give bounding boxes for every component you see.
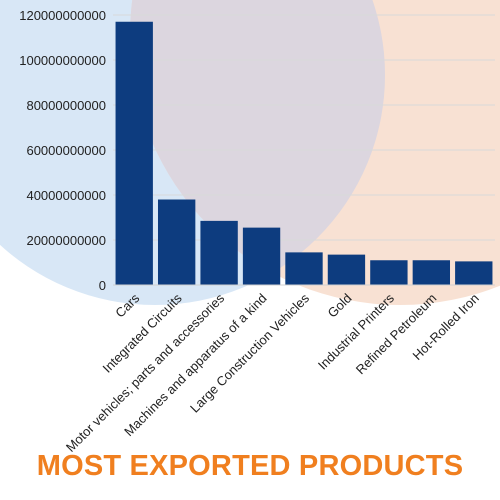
- y-tick-label: 100000000000: [19, 53, 106, 68]
- y-tick-label: 0: [99, 278, 106, 293]
- category-label: Refined Petroleum: [353, 291, 440, 378]
- category-label: Motor vehicles; parts and accessories: [63, 290, 228, 455]
- category-label: Industrial Printers: [315, 290, 397, 372]
- bar-0: [115, 21, 153, 285]
- bar-4: [285, 252, 323, 285]
- chart-title: MOST EXPORTED PRODUCTS: [36, 450, 464, 482]
- bar-5: [327, 254, 366, 285]
- category-label: Gold: [325, 291, 355, 321]
- bar-1: [157, 199, 196, 285]
- bar-3: [242, 227, 281, 285]
- bar-6: [370, 260, 408, 285]
- bar-2: [200, 220, 238, 285]
- y-tick-label: 60000000000: [26, 143, 106, 158]
- overlap-decoration: [130, 0, 385, 305]
- y-tick-label: 120000000000: [19, 8, 106, 23]
- y-axis-tick-labels: 0 20000000000 40000000000 60000000000 800000…: [19, 8, 106, 293]
- category-label: Integrated Circuits: [100, 290, 186, 376]
- y-tick-label: 40000000000: [26, 188, 106, 203]
- bar-8: [455, 261, 493, 285]
- y-tick-label: 80000000000: [26, 98, 106, 113]
- y-tick-label: 20000000000: [26, 233, 106, 248]
- bar-7: [412, 260, 451, 285]
- category-label: Cars: [112, 290, 142, 320]
- bars: [115, 21, 493, 285]
